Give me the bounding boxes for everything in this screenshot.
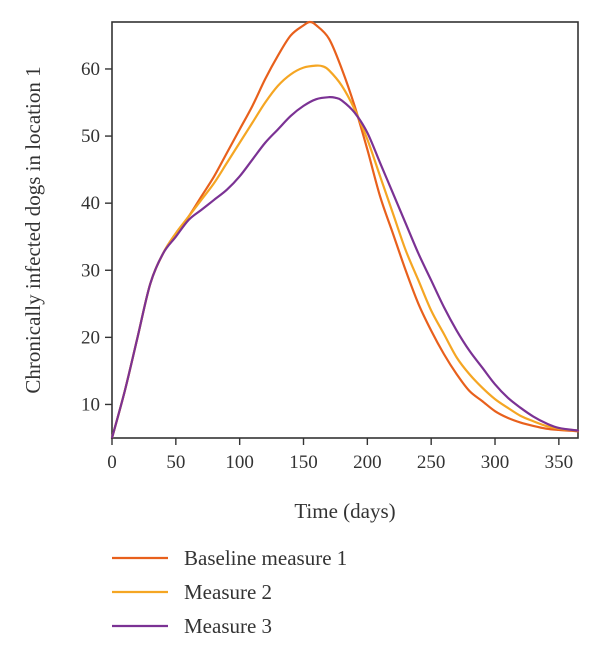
- x-tick-label: 150: [289, 452, 318, 473]
- legend-label: Measure 2: [184, 580, 272, 604]
- legend-label: Baseline measure 1: [184, 546, 347, 570]
- y-axis-ticks: 10 20 30 40 50 60: [81, 59, 112, 415]
- y-tick-label: 20: [81, 327, 100, 348]
- legend: Baseline measure 1 Measure 2 Measure 3: [112, 546, 347, 638]
- legend-item: Baseline measure 1: [112, 546, 347, 570]
- plot-frame: [111, 21, 579, 439]
- x-tick-label: 200: [353, 452, 382, 473]
- y-tick-label: 30: [81, 260, 100, 281]
- y-axis-title: Chronically infected dogs in location 1: [21, 66, 45, 393]
- legend-item: Measure 3: [112, 614, 272, 638]
- y-tick-label: 40: [81, 193, 100, 214]
- series-line-measure-3: [110, 95, 580, 440]
- x-axis-ticks: 0 50 100 150 200 250 300 350: [107, 438, 573, 473]
- y-tick-label: 60: [81, 59, 100, 80]
- y-tick-label: 50: [81, 126, 100, 147]
- plot-area: [110, 20, 580, 440]
- x-tick-label: 50: [166, 452, 185, 473]
- legend-item: Measure 2: [112, 580, 272, 604]
- x-tick-label: 350: [545, 452, 574, 473]
- y-tick-label: 10: [81, 394, 100, 415]
- x-tick-label: 0: [107, 452, 117, 473]
- series-line-measure-2: [110, 64, 580, 440]
- x-tick-label: 100: [225, 452, 254, 473]
- legend-label: Measure 3: [184, 614, 272, 638]
- series-layer: [110, 20, 580, 440]
- x-axis-title: Time (days): [294, 499, 395, 523]
- x-tick-label: 300: [481, 452, 510, 473]
- x-tick-label: 250: [417, 452, 446, 473]
